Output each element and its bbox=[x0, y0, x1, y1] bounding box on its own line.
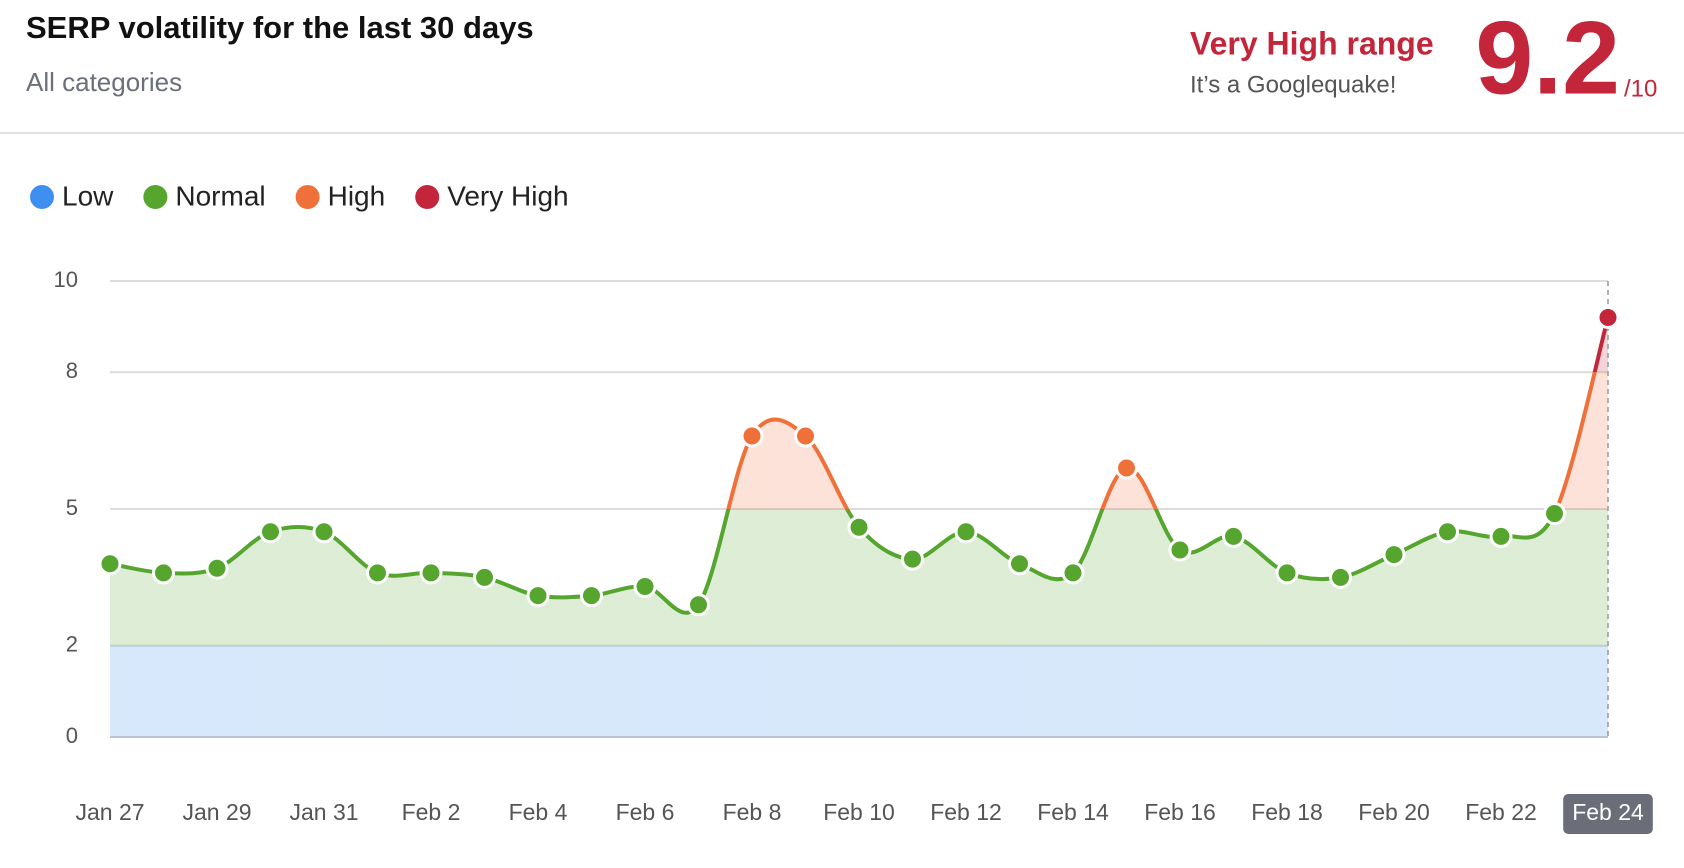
point bbox=[1008, 552, 1031, 576]
point bbox=[205, 556, 229, 580]
point bbox=[633, 575, 657, 599]
point bbox=[1115, 456, 1138, 480]
point bbox=[526, 584, 550, 608]
legend-label: High bbox=[328, 180, 386, 211]
point bbox=[901, 547, 924, 571]
point bbox=[1436, 520, 1459, 544]
point bbox=[419, 561, 443, 585]
point bbox=[954, 520, 978, 544]
x-tick-label: Feb 14 bbox=[1037, 799, 1109, 825]
point bbox=[580, 584, 603, 608]
point bbox=[473, 565, 496, 589]
x-tick-label: Feb 16 bbox=[1144, 799, 1216, 825]
range-label: Very High range bbox=[1190, 25, 1434, 61]
x-tick-label: Feb 10 bbox=[823, 799, 895, 825]
x-tick-label: Feb 18 bbox=[1251, 799, 1323, 825]
x-tick-highlight bbox=[1563, 794, 1653, 834]
point bbox=[1329, 565, 1352, 589]
x-tick-label: Feb 4 bbox=[509, 799, 568, 825]
x-tick-label: Feb 24 bbox=[1572, 799, 1644, 825]
legend-swatch bbox=[415, 185, 440, 209]
x-tick-label: Feb 2 bbox=[402, 799, 461, 825]
legend-label: Low bbox=[62, 180, 114, 211]
point bbox=[1275, 561, 1299, 585]
y-tick-label: 8 bbox=[66, 358, 78, 383]
point bbox=[794, 424, 817, 448]
x-tick-label: Jan 27 bbox=[75, 799, 144, 825]
x-tick-label: Feb 22 bbox=[1465, 799, 1537, 825]
point bbox=[687, 593, 710, 617]
x-tick-label: Feb 20 bbox=[1358, 799, 1430, 825]
score: 9.2 bbox=[1475, 0, 1620, 116]
point bbox=[259, 520, 282, 544]
x-tick-label: Jan 29 bbox=[182, 799, 251, 825]
point bbox=[1382, 543, 1406, 567]
title: SERP volatility for the last 30 days bbox=[26, 10, 534, 45]
point bbox=[366, 561, 389, 585]
point bbox=[1489, 524, 1513, 548]
y-tick-label: 5 bbox=[66, 495, 78, 520]
x-tick-label: Feb 8 bbox=[723, 799, 782, 825]
legend-label: Very High bbox=[447, 180, 568, 211]
legend-swatch bbox=[30, 185, 54, 209]
y-tick-label: 10 bbox=[54, 267, 78, 292]
x-tick-label: Jan 31 bbox=[289, 799, 358, 825]
point bbox=[1596, 305, 1620, 329]
point bbox=[312, 520, 336, 544]
score-suffix: /10 bbox=[1624, 75, 1657, 102]
point bbox=[1061, 561, 1085, 585]
point bbox=[847, 515, 871, 539]
x-tick-label: Feb 6 bbox=[616, 799, 675, 825]
y-tick-label: 0 bbox=[66, 723, 78, 748]
point bbox=[1543, 502, 1566, 526]
subtitle: All categories bbox=[26, 67, 182, 97]
point bbox=[98, 552, 122, 576]
point bbox=[1222, 524, 1245, 548]
range-note: It’s a Googlequake! bbox=[1190, 71, 1396, 98]
legend-swatch bbox=[295, 185, 320, 209]
x-tick-label: Feb 12 bbox=[930, 799, 1002, 825]
legend-label: Normal bbox=[175, 180, 265, 211]
point bbox=[1168, 538, 1192, 562]
point bbox=[740, 424, 764, 448]
point bbox=[152, 561, 175, 585]
legend-swatch bbox=[143, 185, 168, 209]
y-tick-label: 2 bbox=[66, 632, 78, 657]
